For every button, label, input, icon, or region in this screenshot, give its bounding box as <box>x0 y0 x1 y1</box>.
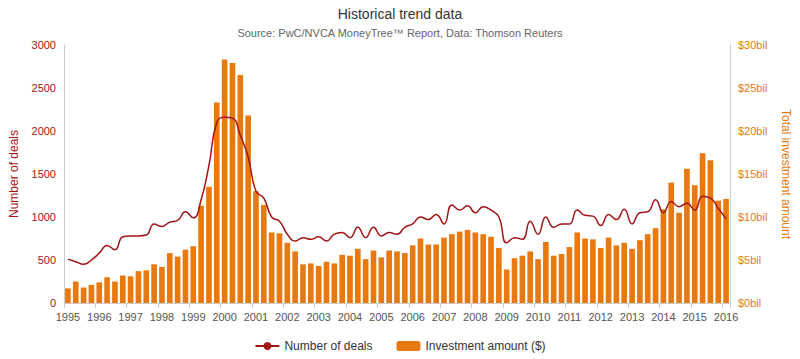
svg-text:$10bil: $10bil <box>738 211 767 223</box>
svg-text:$5bil: $5bil <box>738 254 761 266</box>
svg-text:$0bil: $0bil <box>738 297 761 309</box>
svg-text:2001: 2001 <box>244 311 268 323</box>
svg-text:1999: 1999 <box>181 311 205 323</box>
svg-text:2005: 2005 <box>369 311 393 323</box>
svg-text:2007: 2007 <box>432 311 456 323</box>
svg-text:2013: 2013 <box>620 311 644 323</box>
svg-text:2011: 2011 <box>558 311 582 323</box>
svg-text:1000: 1000 <box>32 211 56 223</box>
svg-text:2500: 2500 <box>32 82 56 94</box>
svg-text:Investment amount ($): Investment amount ($) <box>425 339 545 353</box>
svg-text:500: 500 <box>38 254 56 266</box>
svg-text:$30bil: $30bil <box>738 39 767 51</box>
svg-text:2015: 2015 <box>682 311 706 323</box>
svg-text:Number of deals: Number of deals <box>284 339 372 353</box>
svg-text:1998: 1998 <box>150 311 174 323</box>
svg-text:$15bil: $15bil <box>738 168 767 180</box>
svg-text:2009: 2009 <box>494 311 518 323</box>
svg-text:2000: 2000 <box>32 125 56 137</box>
svg-text:2014: 2014 <box>651 311 675 323</box>
svg-text:2006: 2006 <box>400 311 424 323</box>
svg-text:Source: PwC/NVCA MoneyTree™ Re: Source: PwC/NVCA MoneyTree™ Report, Data… <box>237 27 563 39</box>
svg-text:1500: 1500 <box>32 168 56 180</box>
svg-text:1996: 1996 <box>87 311 111 323</box>
svg-text:2003: 2003 <box>306 311 330 323</box>
svg-text:2004: 2004 <box>338 311 362 323</box>
svg-text:2002: 2002 <box>275 311 299 323</box>
svg-text:$20bil: $20bil <box>738 125 767 137</box>
svg-text:Historical trend data: Historical trend data <box>338 6 463 22</box>
svg-text:1997: 1997 <box>118 311 142 323</box>
svg-text:2016: 2016 <box>714 311 738 323</box>
svg-text:2012: 2012 <box>588 311 612 323</box>
svg-text:0: 0 <box>50 297 56 309</box>
svg-text:2010: 2010 <box>526 311 550 323</box>
svg-text:3000: 3000 <box>32 39 56 51</box>
svg-text:2008: 2008 <box>463 311 487 323</box>
svg-text:2000: 2000 <box>212 311 236 323</box>
svg-text:Total investment amount: Total investment amount <box>779 109 793 240</box>
svg-text:$25bil: $25bil <box>738 82 767 94</box>
svg-text:Number of deals: Number of deals <box>7 130 21 218</box>
svg-text:1995: 1995 <box>56 311 80 323</box>
